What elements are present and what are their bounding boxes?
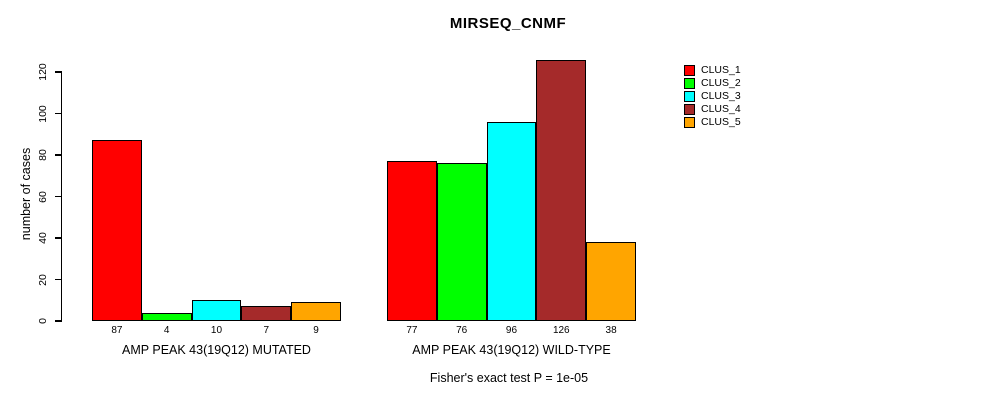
legend-swatch-clus_3 [684, 91, 695, 102]
legend-swatch-clus_1 [684, 65, 695, 76]
legend-swatch-clus_5 [684, 117, 695, 128]
legend-item: CLUS_4 [684, 103, 741, 116]
bar-clus_2-group1 [141, 312, 192, 321]
legend-label: CLUS_2 [701, 77, 741, 89]
group-label: AMP PEAK 43(19Q12) MUTATED [122, 343, 311, 357]
legend-label: CLUS_3 [701, 90, 741, 102]
bar-value-label: 87 [111, 325, 123, 336]
bar-value-label: 77 [406, 325, 418, 336]
y-tick-label: 100 [37, 104, 49, 123]
legend-label: CLUS_1 [701, 64, 741, 76]
y-tick-label: 20 [37, 273, 49, 286]
y-tick-mark [55, 320, 62, 322]
bar-value-label: 38 [605, 325, 617, 336]
legend-swatch-clus_2 [684, 78, 695, 89]
y-tick-mark [55, 278, 62, 281]
bar-clus_3-group1 [191, 300, 242, 321]
legend-item: CLUS_5 [684, 116, 741, 129]
bar-value-label: 96 [505, 325, 518, 336]
bar-value-label: 4 [163, 325, 170, 336]
y-tick-mark [55, 112, 62, 115]
group-label: AMP PEAK 43(19Q12) WILD-TYPE [412, 343, 611, 357]
bar-value-label: 9 [313, 325, 319, 336]
y-tick-mark [55, 71, 62, 73]
y-tick-label: 60 [37, 190, 49, 203]
y-axis-title: number of cases [19, 147, 33, 241]
y-tick-mark [55, 154, 62, 156]
legend-item: CLUS_1 [684, 64, 741, 77]
bar-clus_4-group1 [241, 306, 292, 321]
legend-swatch-clus_4 [684, 104, 695, 115]
bar-clus_3-group2 [486, 121, 537, 321]
legend-item: CLUS_3 [684, 90, 741, 103]
bar-clus_5-group2 [586, 242, 636, 321]
bar-clus_2-group2 [436, 163, 487, 321]
bar-clus_5-group1 [291, 302, 341, 321]
legend-label: CLUS_5 [701, 116, 741, 128]
chart-title: MIRSEQ_CNMF [449, 15, 567, 32]
legend-item: CLUS_2 [684, 77, 741, 90]
y-tick-mark [55, 195, 62, 198]
y-tick-label: 40 [37, 232, 49, 244]
fisher-test-annotation: Fisher's exact test P = 1e-05 [429, 371, 589, 385]
bar-clus_4-group2 [536, 59, 587, 321]
legend: CLUS_1 CLUS_2 CLUS_3 CLUS_4 CLUS_5 [684, 64, 741, 129]
y-tick-label: 80 [37, 149, 49, 161]
bar-value-label: 76 [456, 325, 468, 336]
legend-label: CLUS_4 [701, 103, 741, 115]
bar-value-label: 7 [263, 325, 270, 336]
y-tick-mark [55, 237, 62, 239]
bar-value-label: 10 [210, 325, 223, 336]
bar-clus_1-group2 [387, 161, 437, 321]
y-tick-label: 120 [37, 63, 49, 81]
bar-value-label: 126 [552, 325, 570, 336]
bar-clus_1-group1 [92, 140, 142, 321]
y-tick-label: 0 [37, 318, 49, 324]
